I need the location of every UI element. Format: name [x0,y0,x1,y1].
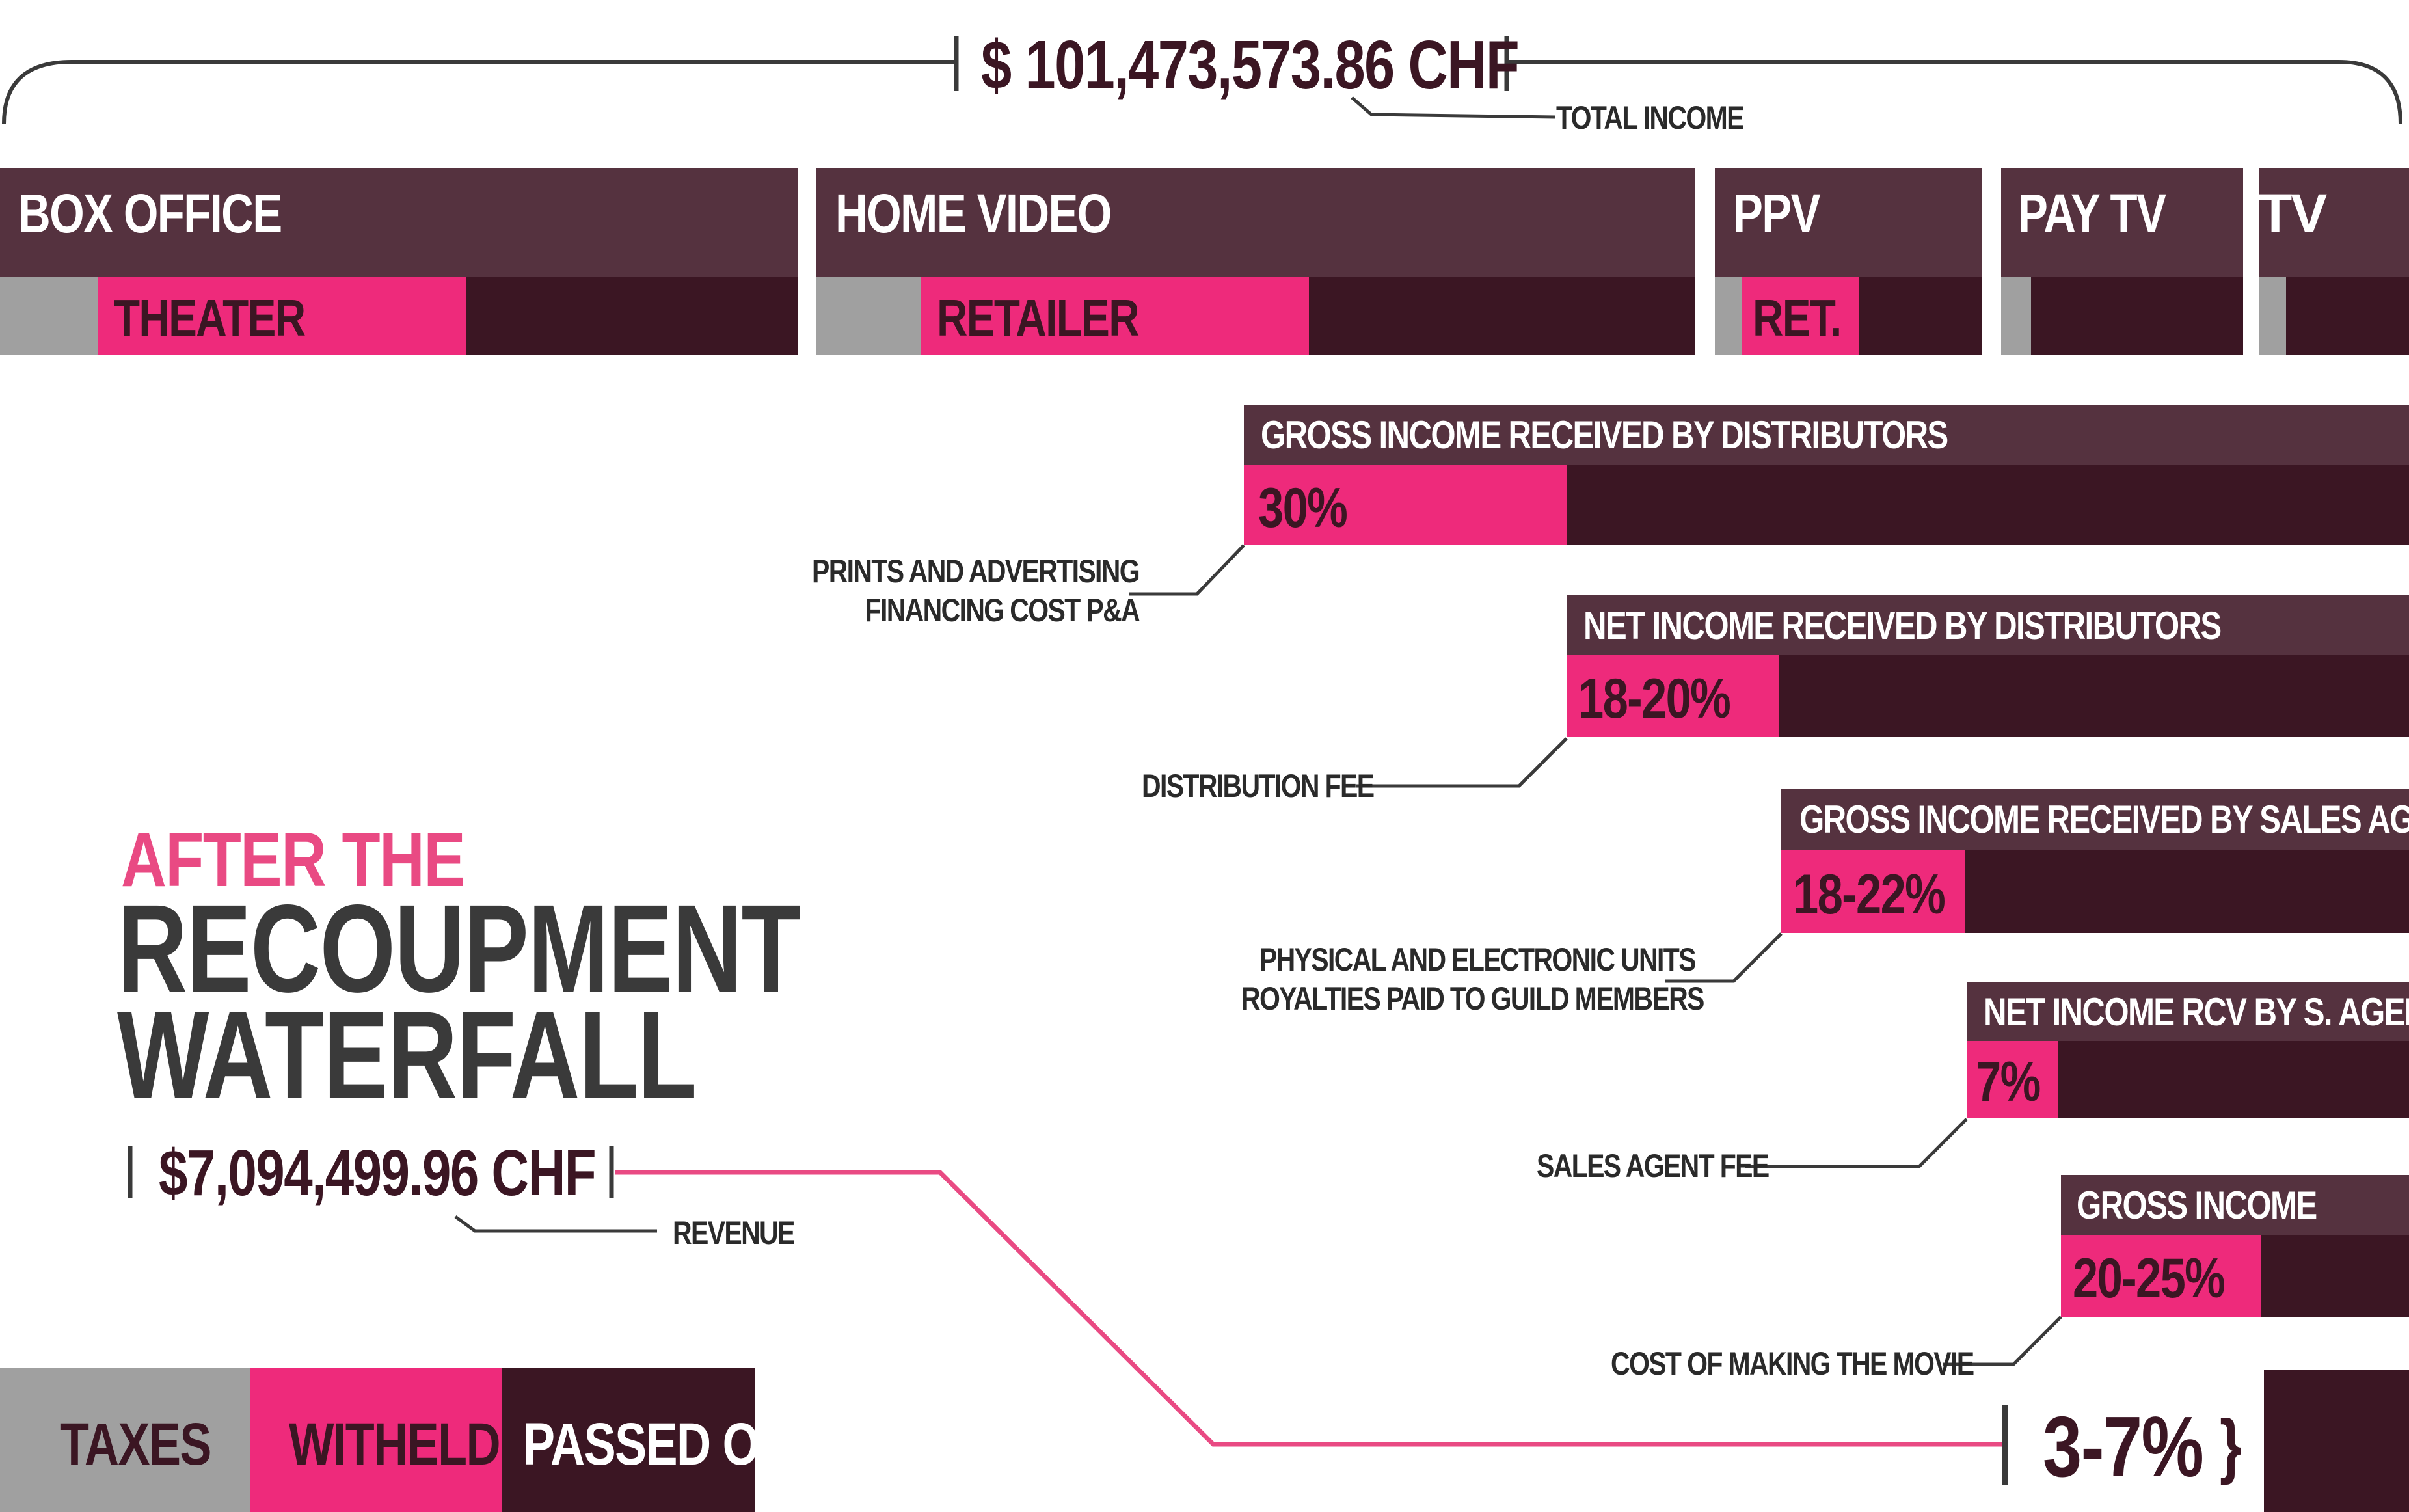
step-share-segment [2061,1235,2261,1317]
step-header [2061,1175,2409,1235]
deduction-line: PHYSICAL AND ELECTRONIC UNITS [1259,941,1697,978]
deduction-line: ROYALTIES PAID TO GUILD MEMBERS [1241,980,1704,1017]
passed-on-segment [466,277,798,355]
step-header [1244,405,2409,465]
deduction-label: SALES AGENT FEE [1537,1146,1770,1185]
step-percent: 30% [1258,477,1348,539]
total-income-label: TOTAL INCOME [1556,100,1744,136]
deduction-line: SALES AGENT FEE [1537,1148,1770,1184]
legend-taxes-label: TAXES [60,1411,212,1478]
step-share-segment [1567,655,1779,737]
legend-witheld [250,1368,502,1512]
revenue-amount: $7,094,499.96 CHF [159,1137,597,1209]
step-rest-segment [1965,850,2409,933]
channel-sub-label: RET. [1753,289,1842,347]
step-percent: 18-22% [1793,863,1946,926]
channel-sub-label: THEATER [114,289,306,347]
deduction-label: COST OF MAKING THE MOVIE [1611,1344,1974,1383]
channel-title: TV [2259,183,2327,244]
taxes-segment [1715,277,1742,355]
channel-sub-label: RETAILER [937,289,1140,347]
channel-box-office: BOX OFFICE THEATER [0,168,798,355]
final-share-brace: } [2220,1405,2242,1485]
final-share: 3-7% [2043,1399,2204,1494]
step-share-segment [1244,465,1567,545]
step-title: GROSS INCOME RECEIVED BY DISTRIBUTORS [1261,413,1948,457]
channel-home-video: HOME VIDEO RETAILER [816,168,1695,355]
headline-recoupment: RECOUPMENT [117,878,801,1018]
step-header [1781,789,2409,850]
channel-header [2259,168,2409,277]
channel-title: PAY TV [2018,183,2166,244]
legend-passed-on [502,1368,755,1512]
step-percent: 7% [1976,1051,2041,1113]
deduction-line: DISTRIBUTION FEE [1142,768,1375,804]
waterfall-step-gross-sales-agent: GROSS INCOME RECEIVED BY SALES AGENT 18-… [1781,789,2409,933]
step-rest-segment [2261,1235,2409,1317]
channel-title: HOME VIDEO [835,183,1112,244]
channel-pay-tv: PAY TV [2001,168,2243,355]
deduction-line: PRINTS AND ADVERTISING [812,553,1140,589]
deduction-line: COST OF MAKING THE MOVIE [1611,1345,1974,1382]
taxes-segment [816,277,921,355]
step-percent: 18-20% [1578,668,1731,730]
final-share-bar [2264,1370,2409,1512]
step-header [1567,595,2409,655]
step-title: GROSS INCOME RECEIVED BY SALES AGENT [1799,798,2409,841]
channel-header [816,168,1695,277]
step-title: GROSS INCOME [2077,1183,2317,1227]
revenue-label: REVENUE [673,1215,795,1251]
channel-ppv: PPV RET. [1715,168,1982,355]
legend-witheld-label: WITHELD [289,1411,501,1478]
step-title: NET INCOME RCV BY S. AGENT [1984,990,2409,1034]
headline-waterfall: WATERFALL [117,985,697,1125]
legend-taxes [0,1368,250,1512]
channel-tv: TV [2259,168,2409,355]
channel-header [0,168,798,277]
deduction-line: FINANCING COST P&A [865,592,1140,628]
waterfall-step-gross-distributors: GROSS INCOME RECEIVED BY DISTRIBUTORS 30… [1244,405,2409,545]
step-header [1967,982,2409,1041]
step-percent: 20-25% [2073,1247,2226,1310]
step-rest-segment [2058,1041,2409,1118]
total-income-amount: $ 101,473,573.86 CHF [981,27,1520,103]
deduction-label: DISTRIBUTION FEE [1142,766,1375,805]
channel-title: BOX OFFICE [18,183,282,244]
witheld-segment [1742,277,1859,355]
deduction-label: PHYSICAL AND ELECTRONIC UNITS ROYALTIES … [1241,940,1704,1018]
witheld-segment [98,277,466,355]
step-share-segment [1967,1041,2058,1118]
step-title: NET INCOME RECEIVED BY DISTRIBUTORS [1583,604,2222,647]
waterfall-step-net-sales-agent: NET INCOME RCV BY S. AGENT 7% [1967,982,2409,1118]
channel-title: PPV [1733,183,1821,244]
passed-on-segment [2031,277,2243,355]
taxes-segment [2001,277,2031,355]
taxes-segment [2259,277,2286,355]
waterfall-step-net-distributors: NET INCOME RECEIVED BY DISTRIBUTORS 18-2… [1567,595,2409,737]
step-share-segment [1781,850,1965,933]
passed-on-segment [1309,277,1695,355]
step-rest-segment [1567,465,2409,545]
legend-passed-on-label: PASSED ON [523,1411,793,1478]
channel-header [1715,168,1982,277]
headline-after-the: AFTER THE [121,817,466,903]
channel-header [2001,168,2243,277]
step-rest-segment [1779,655,2409,737]
passed-on-segment [1859,277,1982,355]
waterfall-step-gross-income: GROSS INCOME 20-25% [2061,1175,2409,1317]
witheld-segment [921,277,1309,355]
deduction-label: PRINTS AND ADVERTISING FINANCING COST P&… [812,552,1140,630]
passed-on-segment [2286,277,2409,355]
taxes-segment [0,277,98,355]
